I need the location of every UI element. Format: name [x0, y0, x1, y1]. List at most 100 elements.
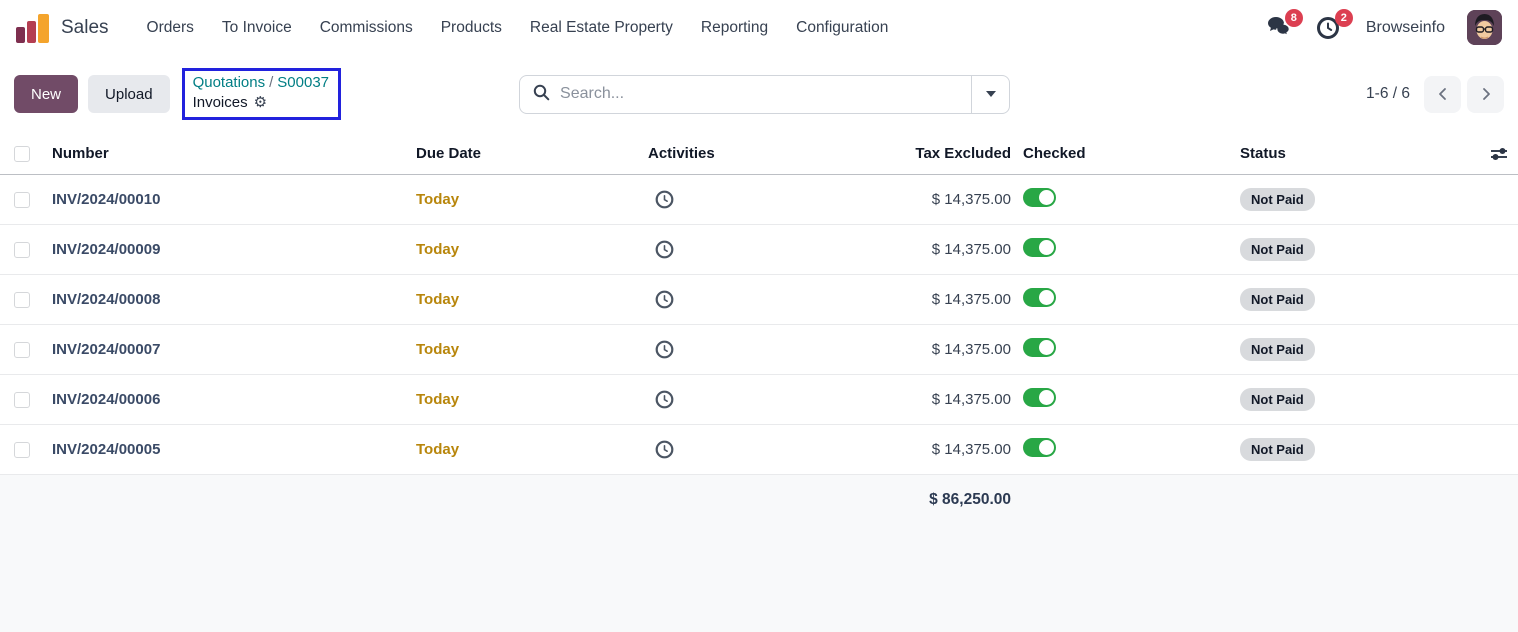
- dropdown-caret-icon: [985, 91, 996, 97]
- due-date[interactable]: Today: [416, 341, 460, 358]
- new-button[interactable]: New: [14, 75, 79, 113]
- row-checkbox[interactable]: [14, 241, 30, 258]
- header-due-date[interactable]: Due Date: [416, 145, 482, 162]
- invoice-number[interactable]: INV/2024/00010: [52, 191, 161, 208]
- activity-clock-icon: [655, 440, 674, 459]
- row-checkbox[interactable]: [14, 441, 30, 458]
- user-avatar[interactable]: [1467, 10, 1502, 45]
- invoice-number[interactable]: INV/2024/00005: [52, 441, 161, 458]
- menu-item-configuration[interactable]: Configuration: [796, 18, 889, 36]
- status-badge: Not Paid: [1240, 438, 1315, 461]
- search-input[interactable]: [560, 85, 959, 103]
- checked-toggle[interactable]: [1023, 338, 1056, 357]
- menu-item-reporting[interactable]: Reporting: [700, 18, 769, 36]
- checked-toggle[interactable]: [1023, 388, 1056, 407]
- menu-item-real-estate-property[interactable]: Real Estate Property: [529, 18, 673, 36]
- checked-toggle[interactable]: [1023, 288, 1056, 307]
- status-badge: Not Paid: [1240, 188, 1315, 211]
- activities-badge: 2: [1334, 8, 1353, 27]
- invoice-number[interactable]: INV/2024/00006: [52, 391, 161, 408]
- checked-toggle[interactable]: [1023, 438, 1056, 457]
- control-panel: New Upload Quotations / S00037 Invoices ⚙ …: [0, 55, 1518, 133]
- menu-item-to-invoice[interactable]: To Invoice: [221, 18, 292, 36]
- column-settings-button[interactable]: [1490, 146, 1508, 162]
- activities-menu[interactable]: 2: [1316, 8, 1353, 41]
- header-number[interactable]: Number: [52, 145, 109, 162]
- total-tax-excluded: $ 86,250.00: [929, 491, 1011, 508]
- table-row[interactable]: INV/2024/00007 Today $ 14,375.00 Not Pai…: [0, 325, 1518, 375]
- schedule-activity-button[interactable]: [655, 290, 674, 309]
- invoice-number[interactable]: INV/2024/00009: [52, 241, 161, 258]
- schedule-activity-button[interactable]: [655, 390, 674, 409]
- table-footer-area: $ 86,250.00: [0, 475, 1518, 632]
- checked-toggle[interactable]: [1023, 188, 1056, 207]
- menu-item-orders[interactable]: Orders: [146, 18, 194, 36]
- activity-clock-icon: [655, 390, 674, 409]
- status-badge: Not Paid: [1240, 288, 1315, 311]
- main-menu: Orders To Invoice Commissions Products R…: [137, 13, 899, 43]
- prev-page-button[interactable]: [1424, 75, 1461, 113]
- table-row[interactable]: INV/2024/00008 Today $ 14,375.00 Not Pai…: [0, 275, 1518, 325]
- table-row[interactable]: INV/2024/00009 Today $ 14,375.00 Not Pai…: [0, 225, 1518, 275]
- upload-button[interactable]: Upload: [88, 75, 170, 113]
- breadcrumb-quotations-link[interactable]: Quotations: [192, 74, 266, 91]
- select-all-checkbox[interactable]: [14, 145, 30, 162]
- activity-clock-icon: [655, 190, 674, 209]
- breadcrumb-current: Invoices: [192, 94, 248, 111]
- due-date[interactable]: Today: [416, 291, 460, 308]
- app-brand: Sales: [16, 13, 109, 43]
- user-name[interactable]: Browseinfo: [1365, 18, 1445, 36]
- row-checkbox[interactable]: [14, 391, 30, 408]
- status-badge: Not Paid: [1240, 338, 1315, 361]
- schedule-activity-button[interactable]: [655, 440, 674, 459]
- header-status[interactable]: Status: [1240, 145, 1286, 162]
- due-date[interactable]: Today: [416, 191, 460, 208]
- pager-text: 1-6 / 6: [1366, 85, 1410, 102]
- breadcrumb-s00037-link[interactable]: S00037: [277, 74, 329, 91]
- gear-icon[interactable]: ⚙: [253, 94, 268, 111]
- header-activities[interactable]: Activities: [648, 145, 715, 162]
- checked-toggle[interactable]: [1023, 238, 1056, 257]
- invoice-number[interactable]: INV/2024/00007: [52, 341, 161, 358]
- table-header-row: Number Due Date Activities Tax Excluded …: [0, 133, 1518, 175]
- pager: 1-6 / 6: [1366, 75, 1504, 113]
- activities-clock-icon: [1316, 16, 1342, 45]
- search-bar: [519, 74, 1011, 114]
- top-navbar: Sales Orders To Invoice Commissions Prod…: [0, 0, 1518, 55]
- messages-icon: [1266, 16, 1293, 43]
- app-name[interactable]: Sales: [61, 16, 109, 38]
- header-tax-excluded[interactable]: Tax Excluded: [915, 145, 1011, 162]
- messages-menu[interactable]: 8: [1266, 8, 1303, 43]
- next-page-button[interactable]: [1467, 75, 1504, 113]
- search-options-toggle[interactable]: [971, 75, 1009, 113]
- table-row[interactable]: INV/2024/00010 Today $ 14,375.00 Not Pai…: [0, 175, 1518, 225]
- row-checkbox[interactable]: [14, 191, 30, 208]
- sales-app-icon[interactable]: [16, 13, 49, 43]
- schedule-activity-button[interactable]: [655, 240, 674, 259]
- row-checkbox[interactable]: [14, 291, 30, 308]
- invoice-number[interactable]: INV/2024/00008: [52, 291, 161, 308]
- column-settings-icon: [1491, 147, 1507, 160]
- header-checked[interactable]: Checked: [1023, 145, 1086, 162]
- activity-clock-icon: [655, 240, 674, 259]
- activity-clock-icon: [655, 340, 674, 359]
- breadcrumb: Quotations / S00037 Invoices ⚙: [181, 68, 341, 120]
- status-badge: Not Paid: [1240, 388, 1315, 411]
- due-date[interactable]: Today: [416, 441, 460, 458]
- amount-tax-excluded: $ 14,375.00: [931, 341, 1011, 358]
- due-date[interactable]: Today: [416, 391, 460, 408]
- schedule-activity-button[interactable]: [655, 340, 674, 359]
- search-icon: [533, 84, 550, 105]
- status-badge: Not Paid: [1240, 238, 1315, 261]
- table-row[interactable]: INV/2024/00005 Today $ 14,375.00 Not Pai…: [0, 425, 1518, 475]
- schedule-activity-button[interactable]: [655, 190, 674, 209]
- table-footer-row: $ 86,250.00: [0, 475, 1518, 525]
- messages-badge: 8: [1284, 8, 1303, 27]
- invoice-list: Number Due Date Activities Tax Excluded …: [0, 133, 1518, 632]
- menu-item-commissions[interactable]: Commissions: [319, 18, 413, 36]
- row-checkbox[interactable]: [14, 341, 30, 358]
- menu-item-products[interactable]: Products: [440, 18, 502, 36]
- next-page-icon: [1482, 88, 1490, 100]
- table-row[interactable]: INV/2024/00006 Today $ 14,375.00 Not Pai…: [0, 375, 1518, 425]
- due-date[interactable]: Today: [416, 241, 460, 258]
